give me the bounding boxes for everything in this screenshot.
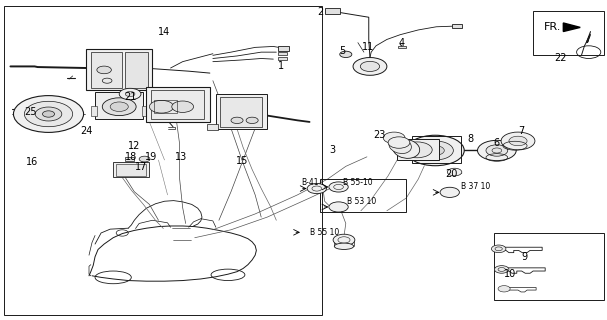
Text: 8: 8	[468, 134, 474, 144]
Circle shape	[97, 66, 111, 74]
Circle shape	[498, 286, 510, 292]
Text: 4: 4	[399, 38, 405, 48]
Bar	[142, 106, 148, 116]
Circle shape	[307, 183, 327, 194]
Text: 20: 20	[446, 169, 458, 179]
Circle shape	[246, 117, 258, 124]
Bar	[278, 57, 287, 60]
Text: B 37 10: B 37 10	[461, 182, 490, 191]
Ellipse shape	[334, 243, 354, 250]
Text: B 53 10: B 53 10	[347, 197, 376, 206]
Circle shape	[110, 102, 128, 111]
Circle shape	[447, 168, 462, 176]
Circle shape	[426, 146, 444, 155]
Text: 23: 23	[373, 130, 386, 140]
Bar	[4, 6, 322, 316]
Bar	[320, 179, 406, 212]
Bar	[412, 136, 461, 163]
Text: 22: 22	[554, 53, 566, 63]
Text: 24: 24	[80, 126, 92, 136]
Bar	[125, 52, 148, 88]
Bar	[91, 106, 97, 116]
Bar	[116, 164, 146, 176]
Bar	[125, 157, 134, 161]
Text: B 55-10: B 55-10	[343, 178, 373, 187]
Text: 13: 13	[175, 152, 188, 162]
Circle shape	[406, 135, 464, 166]
Bar	[91, 52, 122, 88]
Circle shape	[139, 156, 150, 162]
Circle shape	[509, 136, 527, 146]
Text: 17: 17	[135, 162, 148, 172]
Circle shape	[383, 132, 405, 143]
Text: 15: 15	[236, 156, 248, 166]
Text: FR.: FR.	[543, 22, 561, 32]
Circle shape	[501, 132, 535, 150]
Circle shape	[402, 142, 432, 158]
Text: 9: 9	[521, 252, 527, 262]
Text: 12: 12	[128, 141, 140, 151]
Bar	[494, 233, 605, 300]
Circle shape	[35, 107, 62, 121]
Bar	[146, 87, 210, 122]
Ellipse shape	[389, 138, 412, 154]
Bar	[278, 46, 289, 51]
Text: 5: 5	[340, 45, 346, 56]
Circle shape	[495, 266, 509, 273]
Circle shape	[417, 141, 453, 160]
Circle shape	[103, 98, 136, 116]
Circle shape	[231, 117, 243, 124]
Text: 19: 19	[144, 152, 157, 162]
Circle shape	[486, 145, 507, 156]
Bar	[278, 52, 287, 55]
Bar	[154, 100, 177, 113]
Circle shape	[329, 182, 348, 192]
Bar	[216, 94, 267, 129]
Circle shape	[172, 101, 194, 112]
Circle shape	[42, 111, 55, 117]
Circle shape	[149, 100, 174, 113]
Text: 18: 18	[125, 152, 137, 162]
Bar	[452, 24, 463, 28]
Text: 10: 10	[504, 269, 517, 279]
Circle shape	[492, 245, 506, 252]
Bar	[398, 46, 405, 48]
Bar	[95, 92, 143, 119]
Bar	[397, 140, 439, 160]
Circle shape	[353, 58, 387, 75]
Circle shape	[125, 92, 135, 97]
Bar	[220, 97, 262, 127]
Bar	[325, 8, 340, 14]
Text: 2: 2	[317, 6, 324, 17]
Text: 3: 3	[330, 146, 336, 156]
Bar	[113, 162, 149, 178]
Text: 16: 16	[25, 156, 38, 167]
Circle shape	[478, 140, 516, 161]
Bar	[151, 90, 205, 119]
Text: B-41: B-41	[301, 178, 319, 187]
Circle shape	[361, 61, 379, 71]
Polygon shape	[563, 23, 580, 32]
Circle shape	[13, 96, 84, 132]
Ellipse shape	[393, 140, 419, 158]
Text: 7: 7	[518, 126, 524, 136]
Circle shape	[388, 137, 410, 148]
Circle shape	[340, 51, 352, 58]
Circle shape	[329, 202, 348, 212]
Circle shape	[440, 187, 459, 197]
Circle shape	[119, 88, 141, 100]
Text: 25: 25	[24, 108, 36, 117]
Circle shape	[333, 234, 355, 246]
Text: 1: 1	[277, 61, 283, 71]
Bar	[533, 11, 604, 55]
Text: B 55 10: B 55 10	[310, 228, 339, 237]
Text: 14: 14	[158, 27, 171, 36]
Bar	[86, 49, 152, 90]
Text: 21: 21	[124, 92, 137, 101]
Circle shape	[24, 101, 73, 127]
Text: 11: 11	[362, 42, 375, 52]
Text: 6: 6	[493, 138, 500, 148]
Bar	[207, 124, 218, 130]
